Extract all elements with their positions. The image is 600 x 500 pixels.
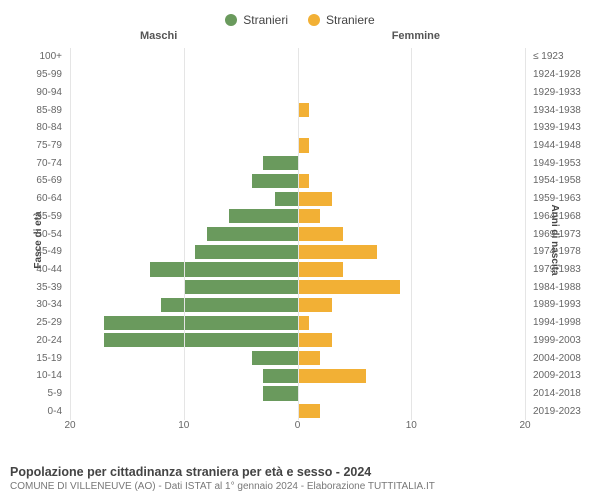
- chart-footer: Popolazione per cittadinanza straniera p…: [10, 465, 590, 492]
- bar-male: [252, 351, 298, 365]
- bar-male: [161, 298, 298, 312]
- birth-year-label: 1939-1943: [529, 119, 600, 137]
- bar-female: [298, 209, 321, 223]
- age-labels: 100+95-9990-9485-8980-8475-7970-7465-696…: [0, 48, 66, 420]
- bar-male: [184, 280, 298, 294]
- age-label: 85-89: [0, 101, 66, 119]
- birth-year-label: 1999-2003: [529, 332, 600, 350]
- x-ticks: 201001020: [70, 420, 525, 438]
- grid-line: [184, 48, 185, 420]
- bar-female: [298, 192, 332, 206]
- age-label: 80-84: [0, 119, 66, 137]
- age-label: 55-59: [0, 207, 66, 225]
- bar-male: [263, 386, 297, 400]
- bar-male: [104, 333, 297, 347]
- birth-year-label: 1989-1993: [529, 296, 600, 314]
- bar-male: [263, 369, 297, 383]
- birth-year-label: 1924-1928: [529, 66, 600, 84]
- legend-item-female: Straniere: [308, 10, 375, 30]
- birth-year-label: 2014-2018: [529, 385, 600, 403]
- col-title-male: Maschi: [140, 30, 177, 42]
- x-tick-label: 20: [519, 420, 530, 431]
- age-label: 50-54: [0, 225, 66, 243]
- bar-female: [298, 404, 321, 418]
- grid-line: [298, 48, 299, 420]
- age-label: 95-99: [0, 66, 66, 84]
- plot-area: [70, 48, 525, 420]
- birth-year-label: 1974-1978: [529, 243, 600, 261]
- bar-female: [298, 351, 321, 365]
- birth-year-label: 1959-1963: [529, 190, 600, 208]
- chart-title: Popolazione per cittadinanza straniera p…: [10, 465, 590, 479]
- legend-label-male: Stranieri: [243, 13, 288, 27]
- legend: Stranieri Straniere: [0, 0, 600, 30]
- column-titles: Maschi Femmine: [0, 30, 600, 48]
- x-tick-label: 20: [64, 420, 75, 431]
- population-pyramid-chart: Maschi Femmine Fasce di età Anni di nasc…: [0, 30, 600, 450]
- bar-male: [207, 227, 298, 241]
- bar-female: [298, 245, 378, 259]
- bar-female: [298, 138, 309, 152]
- age-label: 75-79: [0, 137, 66, 155]
- age-label: 30-34: [0, 296, 66, 314]
- birth-year-label: 2004-2008: [529, 349, 600, 367]
- birth-year-label: 2009-2013: [529, 367, 600, 385]
- age-label: 45-49: [0, 243, 66, 261]
- age-label: 100+: [0, 48, 66, 66]
- bar-male: [104, 316, 297, 330]
- bar-female: [298, 298, 332, 312]
- bar-female: [298, 174, 309, 188]
- bar-female: [298, 316, 309, 330]
- age-label: 60-64: [0, 190, 66, 208]
- birth-year-label: ≤ 1923: [529, 48, 600, 66]
- birth-year-label: 1994-1998: [529, 314, 600, 332]
- bar-female: [298, 103, 309, 117]
- bar-male: [275, 192, 298, 206]
- bar-male: [229, 209, 297, 223]
- age-label: 90-94: [0, 83, 66, 101]
- birth-year-label: 1934-1938: [529, 101, 600, 119]
- age-label: 15-19: [0, 349, 66, 367]
- birth-year-label: 1964-1968: [529, 207, 600, 225]
- birth-year-label: 1969-1973: [529, 225, 600, 243]
- bar-male: [150, 262, 298, 276]
- bar-female: [298, 280, 400, 294]
- bar-female: [298, 333, 332, 347]
- col-title-female: Femmine: [392, 30, 440, 42]
- birth-year-label: 1984-1988: [529, 278, 600, 296]
- birth-year-label: 1944-1948: [529, 137, 600, 155]
- age-label: 0-4: [0, 402, 66, 420]
- age-label: 35-39: [0, 278, 66, 296]
- age-label: 20-24: [0, 332, 66, 350]
- age-label: 40-44: [0, 261, 66, 279]
- bar-male: [263, 156, 297, 170]
- x-tick-label: 10: [406, 420, 417, 431]
- grid-line: [525, 48, 526, 420]
- grid-line: [70, 48, 71, 420]
- birth-year-label: 1954-1958: [529, 172, 600, 190]
- birth-year-label: 2019-2023: [529, 402, 600, 420]
- legend-swatch-female: [308, 14, 320, 26]
- age-label: 25-29: [0, 314, 66, 332]
- x-tick-label: 10: [178, 420, 189, 431]
- bar-female: [298, 227, 344, 241]
- birth-year-label: 1929-1933: [529, 83, 600, 101]
- legend-swatch-male: [225, 14, 237, 26]
- legend-item-male: Stranieri: [225, 10, 288, 30]
- bar-female: [298, 262, 344, 276]
- bar-male: [252, 174, 298, 188]
- birth-year-label: 1979-1983: [529, 261, 600, 279]
- age-label: 10-14: [0, 367, 66, 385]
- birth-year-label: 1949-1953: [529, 154, 600, 172]
- age-label: 65-69: [0, 172, 66, 190]
- age-label: 70-74: [0, 154, 66, 172]
- grid-line: [411, 48, 412, 420]
- age-label: 5-9: [0, 385, 66, 403]
- legend-label-female: Straniere: [326, 13, 375, 27]
- bar-female: [298, 369, 366, 383]
- x-tick-label: 0: [295, 420, 301, 431]
- birth-year-labels: ≤ 19231924-19281929-19331934-19381939-19…: [529, 48, 600, 420]
- chart-subtitle: COMUNE DI VILLENEUVE (AO) - Dati ISTAT a…: [10, 481, 590, 492]
- bar-male: [195, 245, 297, 259]
